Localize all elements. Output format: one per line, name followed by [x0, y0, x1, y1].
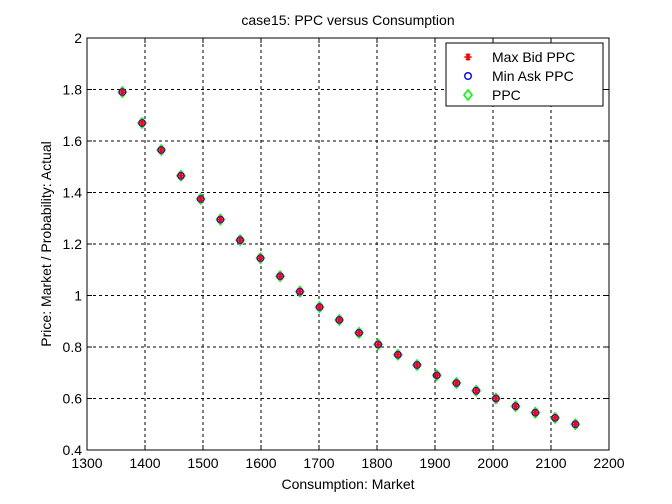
- max-bid-star-point: [413, 361, 421, 369]
- max-bid-star-point: [257, 254, 264, 262]
- y-tick-label: 2: [74, 30, 82, 46]
- data-markers: [117, 85, 581, 431]
- x-tick-label: 2100: [535, 455, 566, 471]
- max-bid-star-point: [355, 329, 363, 337]
- max-bid-star-point: [551, 414, 559, 422]
- y-tick-label: 1.8: [63, 82, 83, 98]
- max-bid-star-point: [472, 387, 480, 394]
- max-bid-star-point: [119, 88, 126, 96]
- x-tick-label: 1300: [71, 455, 102, 471]
- x-tick-label: 2000: [477, 455, 508, 471]
- x-tick-label: 1800: [361, 455, 392, 471]
- legend-star-icon: [464, 53, 472, 61]
- max-bid-star-point: [374, 341, 382, 348]
- max-bid-star-point: [572, 421, 579, 428]
- max-bid-star-point: [296, 288, 304, 295]
- y-tick-label: 1: [74, 288, 82, 304]
- max-bid-star-point: [158, 146, 165, 154]
- y-tick-label: 0.6: [63, 391, 83, 407]
- max-bid-star-point: [532, 409, 539, 416]
- y-tick-label: 0.8: [63, 339, 83, 355]
- max-bid-star-point: [197, 195, 204, 203]
- max-bid-star-point: [316, 303, 323, 311]
- x-tick-label: 1600: [245, 455, 276, 471]
- x-tick-labels: 1300 1400 1500 1600 1700 1800 1900 2000 2100 2200: [71, 455, 624, 471]
- max-bid-star-point: [217, 216, 224, 223]
- x-tick-label: 1900: [419, 455, 450, 471]
- max-bid-star-point: [512, 403, 519, 410]
- legend-circle-icon: [464, 71, 473, 80]
- legend-label-ppc: PPC: [492, 87, 521, 103]
- x-axis-label: Consumption: Market: [281, 476, 414, 492]
- max-bid-star-point: [453, 379, 460, 387]
- legend-star-shape: [464, 53, 472, 61]
- y-tick-label: 1.6: [63, 133, 83, 149]
- y-tick-label: 1.4: [63, 185, 83, 201]
- legend-diamond-icon: [462, 88, 474, 102]
- grid: [87, 38, 609, 450]
- axis-ticks: [86, 37, 610, 451]
- max-bid-star-point: [138, 119, 146, 127]
- max-bid-star-point: [433, 372, 440, 379]
- x-tick-label: 1700: [303, 455, 334, 471]
- max-bid-star-point: [276, 272, 284, 280]
- legend-label-max-bid: Max Bid PPC: [492, 49, 575, 65]
- y-tick-labels: 0.4 0.6 0.8 1 1.2 1.4 1.6 1.8 2: [63, 30, 83, 458]
- legend-label-min-ask: Min Ask PPC: [492, 68, 574, 84]
- max-bid-star-point: [394, 351, 402, 358]
- max-bid-star-point: [177, 172, 185, 179]
- max-bid-star-point: [236, 236, 244, 244]
- chart-title: case15: PPC versus Consumption: [241, 12, 454, 28]
- max-bid-star-point: [336, 316, 343, 324]
- y-tick-label: 0.4: [63, 442, 83, 458]
- x-tick-label: 2200: [593, 455, 624, 471]
- y-tick-label: 1.2: [63, 236, 83, 252]
- y-axis-label: Price: Market / Probability: Actual: [38, 141, 54, 346]
- legend: Max Bid PPC Min Ask PPC PPC: [445, 42, 604, 107]
- max-bid-star-point: [492, 395, 500, 402]
- x-tick-label: 1500: [187, 455, 218, 471]
- x-tick-label: 1400: [129, 455, 160, 471]
